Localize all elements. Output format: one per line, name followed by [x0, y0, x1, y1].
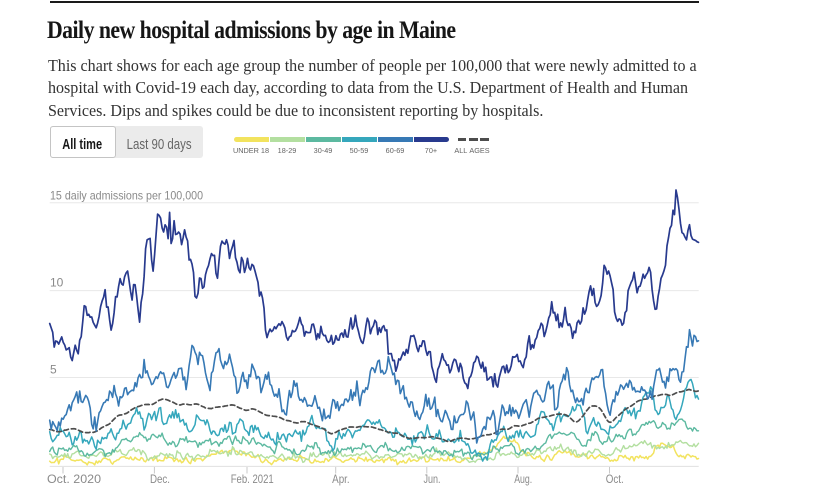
svg-text:Feb. 2021: Feb. 2021 [231, 472, 274, 486]
svg-text:Aug.: Aug. [514, 472, 532, 486]
svg-text:Jun.: Jun. [424, 472, 441, 486]
svg-text:15 daily admissions per 100,00: 15 daily admissions per 100,000 [50, 188, 203, 202]
svg-text:5: 5 [50, 363, 57, 377]
svg-text:Oct. 2020: Oct. 2020 [47, 472, 101, 486]
svg-text:10: 10 [50, 276, 64, 290]
svg-text:Apr.: Apr. [332, 472, 350, 486]
svg-text:Oct.: Oct. [606, 472, 624, 486]
svg-text:Dec.: Dec. [150, 472, 170, 486]
